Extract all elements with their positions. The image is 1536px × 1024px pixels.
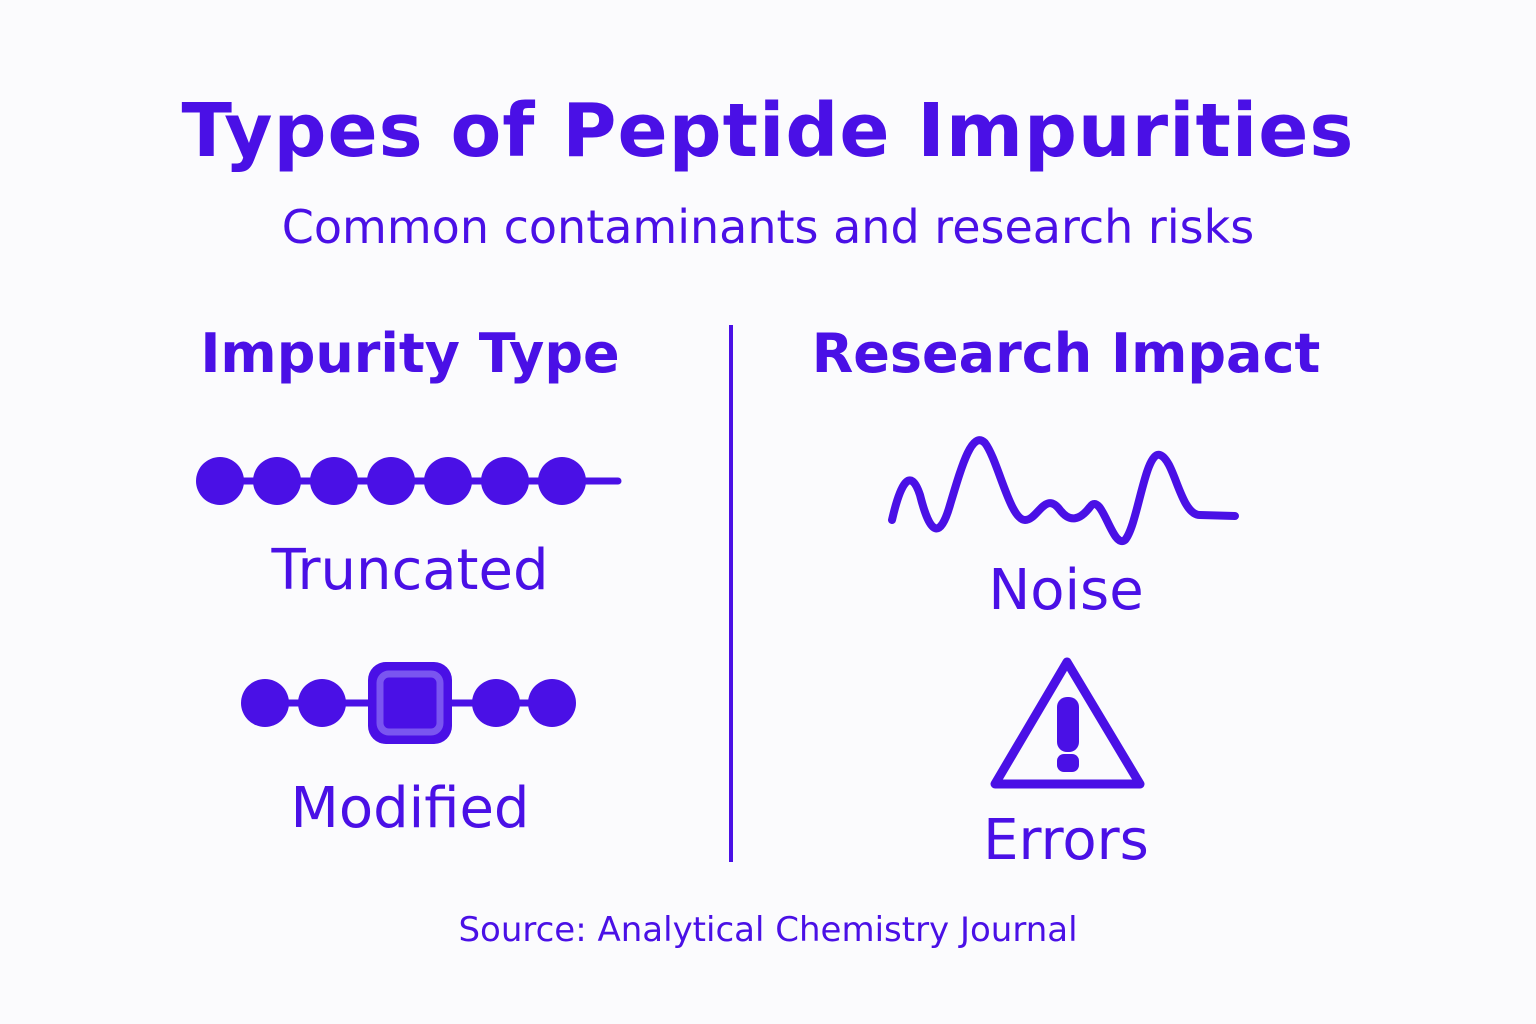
page-subtitle: Common contaminants and research risks — [281, 200, 1255, 254]
item-label-errors: Errors — [983, 808, 1149, 873]
warning-triangle-icon — [990, 657, 1145, 789]
item-label-modified: Modified — [290, 776, 530, 841]
noise-wave-icon — [888, 436, 1239, 546]
column-divider — [729, 325, 733, 862]
source-citation: Source: Analytical Chemistry Journal — [458, 910, 1078, 950]
truncated-peptide-chain-icon — [196, 457, 622, 505]
page-title: Types of Peptide Impurities — [181, 88, 1355, 174]
right-column-heading: Research Impact — [811, 322, 1321, 385]
item-label-noise: Noise — [988, 558, 1144, 623]
modified-peptide-chain-icon — [241, 662, 576, 744]
item-label-truncated: Truncated — [271, 538, 549, 603]
left-column-heading: Impurity Type — [200, 322, 620, 385]
